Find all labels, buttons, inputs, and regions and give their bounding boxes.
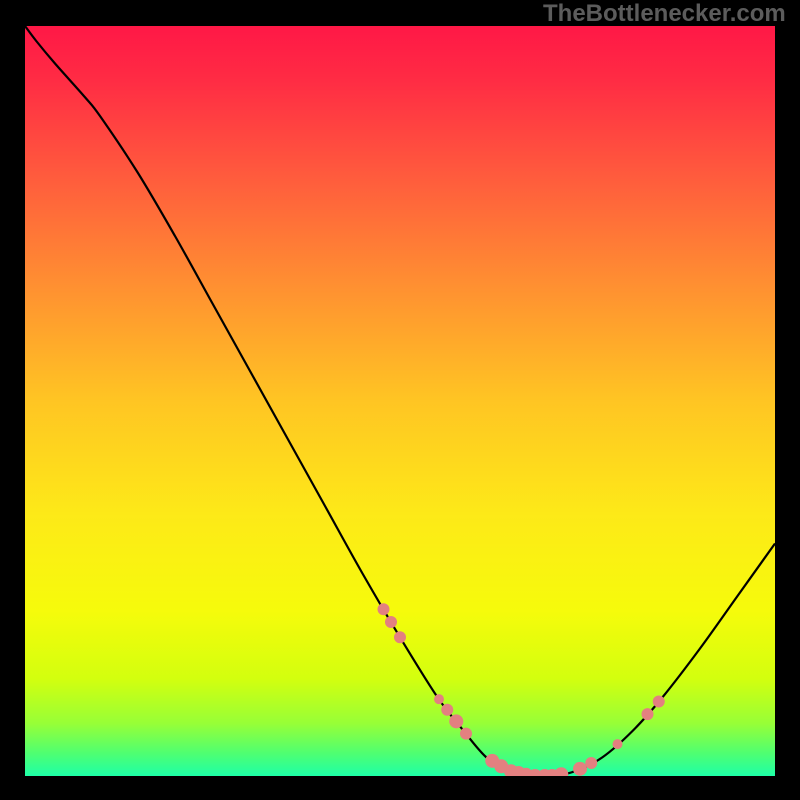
curve-marker — [385, 616, 397, 628]
curve-marker — [554, 767, 568, 776]
bottleneck-curve — [25, 26, 775, 776]
chart-container: TheBottlenecker.com — [0, 0, 800, 800]
curve-marker — [585, 757, 597, 769]
curve-marker — [653, 695, 665, 707]
watermark-text: TheBottlenecker.com — [543, 0, 786, 28]
curve-marker — [378, 603, 390, 615]
plot-area — [25, 26, 775, 776]
curve-marker — [434, 694, 444, 704]
curve-marker — [573, 762, 587, 776]
curve-layer — [25, 26, 775, 776]
curve-marker — [460, 728, 472, 740]
curve-markers — [378, 603, 665, 776]
curve-marker — [449, 714, 463, 728]
curve-marker — [441, 704, 453, 716]
curve-marker — [394, 631, 406, 643]
curve-marker — [642, 708, 654, 720]
curve-marker — [613, 739, 623, 749]
